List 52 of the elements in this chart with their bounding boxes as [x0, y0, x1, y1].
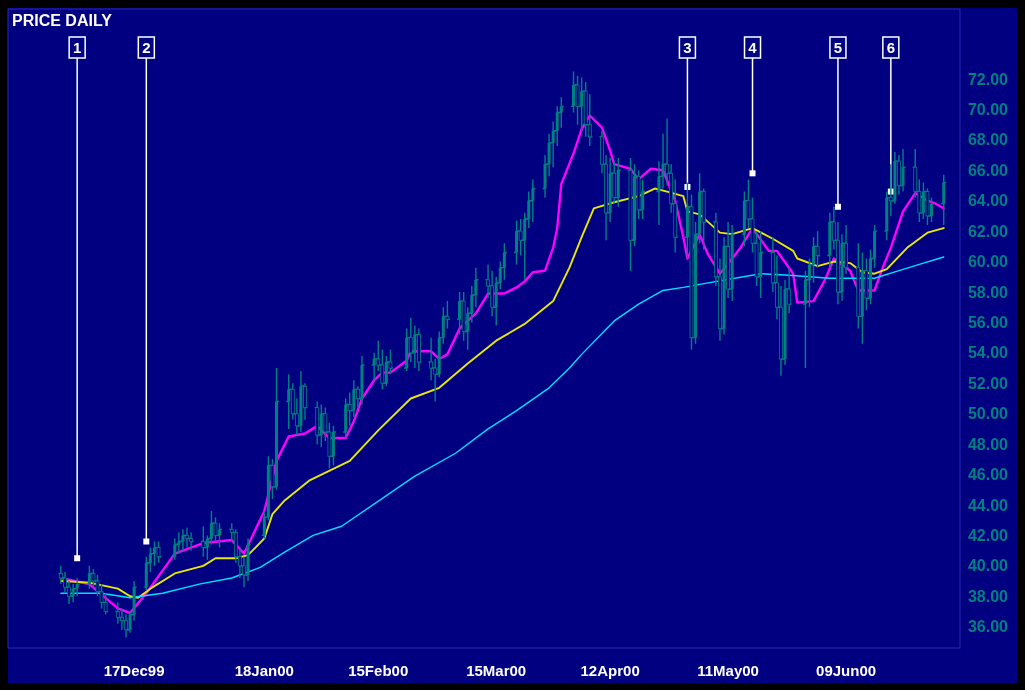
candlestick	[942, 174, 946, 226]
x-tick-label: 11May00	[697, 662, 759, 679]
y-tick-label: 38.00	[967, 587, 1009, 605]
candlestick	[616, 157, 620, 208]
y-tick-label: 72.00	[967, 70, 1009, 88]
candlestick	[315, 400, 320, 445]
y-tick-label: 66.00	[967, 161, 1009, 179]
y-tick-label: 50.00	[967, 405, 1009, 423]
annotation: 1	[72, 39, 82, 56]
y-tick-label: 48.00	[967, 435, 1009, 453]
candlestick	[319, 403, 323, 448]
y-tick-label: 56.00	[967, 314, 1009, 332]
candlestick	[587, 93, 592, 147]
x-tick-label: 12Apr00	[580, 662, 640, 679]
candlestick	[287, 373, 291, 430]
y-tick-label: 64.00	[967, 192, 1009, 210]
candlestick	[815, 230, 820, 269]
line-series	[59, 187, 945, 599]
candlestick	[372, 352, 376, 381]
annotation: 3	[683, 39, 692, 56]
candlestick	[730, 224, 734, 302]
y-tick-label: 52.00	[967, 374, 1009, 392]
candlestick	[189, 531, 193, 552]
candlestick	[246, 537, 250, 582]
annotation: 6	[886, 39, 896, 56]
y-tick-label: 60.00	[967, 253, 1009, 271]
y-tick-label: 70.00	[967, 101, 1009, 119]
y-tick-label: 54.00	[967, 344, 1009, 362]
x-tick-label: 15Mar00	[466, 662, 527, 679]
y-tick-label: 36.00	[967, 618, 1009, 636]
candlestick	[628, 157, 633, 272]
annotation: 5	[833, 39, 843, 56]
y-tick-label: 58.00	[967, 283, 1009, 301]
candlestick	[201, 525, 206, 558]
y-tick-label: 42.00	[967, 527, 1009, 545]
x-tick-label: 17Dec99	[103, 662, 165, 679]
candlestick	[352, 379, 356, 418]
annotation: 4	[748, 39, 758, 56]
candlestick	[559, 96, 563, 129]
x-tick-label: 18Jan00	[234, 662, 294, 679]
y-tick-label: 46.00	[967, 466, 1009, 484]
annotation: 2	[142, 39, 151, 56]
y-tick-label: 62.00	[967, 222, 1009, 240]
y-tick-label: 40.00	[967, 557, 1009, 575]
candlestick	[901, 148, 905, 193]
y-tick-label: 68.00	[967, 131, 1009, 149]
candlestick	[608, 157, 612, 223]
y-tick-label: 44.00	[967, 496, 1009, 514]
candlestick	[156, 540, 161, 564]
x-tick-label: 09Jun00	[816, 662, 877, 679]
chart-title: PRICE DAILY	[12, 12, 113, 29]
x-tick-label: 15Feb00	[348, 662, 409, 679]
